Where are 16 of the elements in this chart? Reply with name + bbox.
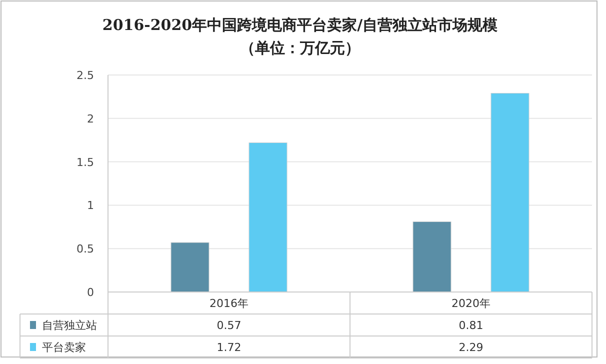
- chart-title: 2016-2020年中国跨境电商平台卖家/自营独立站市场规模: [102, 16, 499, 34]
- y-tick-label: 2: [87, 112, 94, 126]
- legend-label: 平台卖家: [42, 341, 86, 354]
- y-tick-label: 2.5: [76, 69, 94, 82]
- chart-subtitle: （单位：万亿元）: [240, 39, 360, 57]
- data-label: 0.81: [458, 319, 484, 332]
- x-tick-label: 2016年: [210, 297, 248, 310]
- y-tick-label: 1: [87, 199, 94, 212]
- data-label: 0.57: [216, 319, 242, 332]
- y-tick-label: 1.5: [76, 156, 94, 169]
- data-label: 2.29: [458, 341, 484, 354]
- data-label: 1.72: [216, 341, 242, 354]
- x-tick-label: 2020年: [452, 297, 490, 310]
- y-tick-label: 0.5: [76, 242, 94, 256]
- legend-label: 自营独立站: [42, 319, 97, 332]
- y-tick-label: 0: [87, 286, 94, 299]
